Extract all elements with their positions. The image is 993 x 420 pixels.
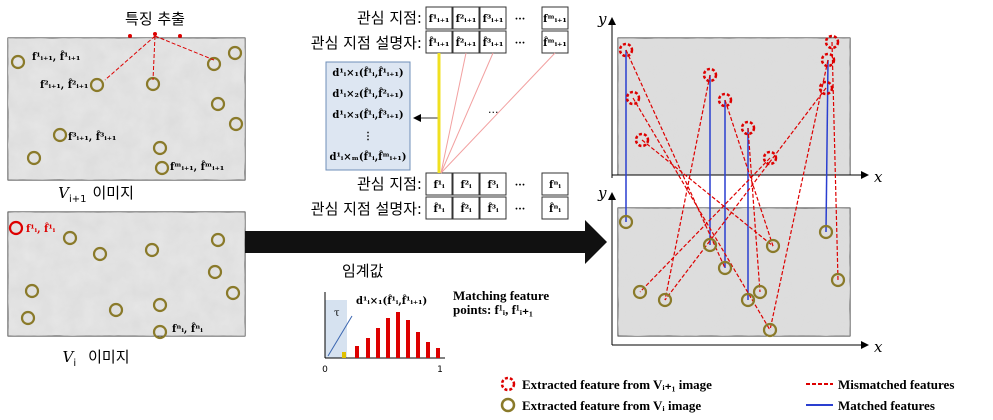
cell-text: f̂³ᵢ₊₁ [483,37,504,49]
hist-bar [376,328,380,358]
hist-bar [406,320,410,358]
hist-bar [366,338,370,358]
axis-label: x [874,338,883,356]
cell-text: f̂²ᵢ [460,203,472,215]
feature-label: fᵐᵢ₊₁, f̂ᵐᵢ₊₁ [170,161,224,173]
hist-tick: 0 [322,365,328,375]
big-arrow [245,220,607,264]
descriptors-label: 관심 지점 설명자: [311,200,422,218]
cell-text: f²ᵢ [460,180,472,191]
hist-bar [386,318,390,358]
hist-tick: 1 [437,365,443,375]
cell-text: ··· [515,204,525,215]
hist-bar [342,352,346,358]
cell-text: fᵐᵢ₊₁ [543,14,567,25]
cell-text: f̂³ᵢ [487,203,499,215]
distance: ⋮ [363,131,373,142]
caption-sub: i [73,358,76,369]
distance: d¹ᵢ×₂(f̂¹ᵢ,f̂²ᵢ₊₁) [332,88,403,100]
axis-label: x [874,168,883,186]
tau: τ [334,308,340,319]
hist-bar [436,348,440,358]
cell-text: f̂ⁿᵢ [549,203,561,215]
extract-dot [178,34,182,38]
image-texture [618,38,850,175]
feature-label: f³ᵢ₊₁, f̂³ᵢ₊₁ [68,131,116,143]
match-line [441,53,555,173]
cell-text: ··· [515,14,525,25]
cell-text: f̂¹ᵢ₊₁ [429,37,450,49]
cell-text: f̂¹ᵢ [433,203,445,215]
match-line [441,53,466,173]
legend-text: Matched features [838,398,935,413]
extract-dot [153,32,157,36]
cell-text: f¹ᵢ₊₁ [429,14,450,25]
cell-text: f³ᵢ [487,180,499,191]
axis-label: y [597,10,607,28]
distance: d¹ᵢ×₁(f̂¹ᵢ,f̂¹ᵢ₊₁) [332,67,403,79]
peak-label: d¹ᵢ×₁(f̂¹ᵢ,f̂¹ᵢ₊₁) [356,295,427,307]
legend-text: Extracted feature from Vᵢ₊₁ image [522,377,712,392]
caption-text: 이미지 [92,184,133,202]
hist-bar [416,332,420,358]
hist-bar [396,312,400,358]
caption-text: 이미지 [88,348,129,366]
feature-label: f²ᵢ₊₁, f̂²ᵢ₊₁ [40,79,88,91]
matching-label: Matching feature [453,288,549,303]
points-label: 관심 지점: [357,175,422,193]
hist-bar [355,346,359,358]
points-label: 관심 지점: [357,9,422,27]
cell-text: ··· [515,38,525,49]
extract-label: 특징 추출 [125,10,185,28]
descriptors-label: 관심 지점 설명자: [311,34,422,52]
feature-label: f¹ᵢ, f̂¹ᵢ [26,223,56,235]
match-line [441,53,493,173]
cell-text: f̂ᵐᵢ₊₁ [543,37,567,49]
caption-sub: i+1 [69,194,87,205]
hist-bar [426,342,430,358]
cell-text: ··· [515,180,525,191]
legend-text: Mismatched features [838,377,954,392]
cell-text: f̂²ᵢ₊₁ [456,37,477,49]
cell-text: f¹ᵢ [433,180,445,191]
distance: d¹ᵢ×ₘ(f̂¹ᵢ,f̂ᵐᵢ₊₁) [329,151,406,163]
cell-text: f²ᵢ₊₁ [456,14,477,25]
legend-text: Extracted feature from Vᵢ image [522,398,701,413]
ellipsis: ··· [488,106,499,119]
extract-dot [128,34,132,38]
axis-label: y [597,184,607,202]
feature-label: fⁿᵢ, f̂ⁿᵢ [172,323,203,335]
diagram: 특징 추출 Vi+1이미지 Vi이미지 f¹ᵢ₊₁, f̂¹ᵢ₊₁ f²ᵢ₊₁,… [0,0,993,420]
feature-label: f¹ᵢ₊₁, f̂¹ᵢ₊₁ [32,51,80,63]
threshold-label: 임계값 [342,262,384,280]
caption: Vi이미지 [62,348,129,369]
cell-text: fⁿᵢ [549,180,561,191]
legend-symbol [502,399,514,411]
image-texture [618,208,850,336]
distance: d¹ᵢ×₃(f̂¹ᵢ,f̂³ᵢ₊₁) [332,109,403,121]
legend-symbol [502,378,514,390]
cell-text: f³ᵢ₊₁ [483,14,504,25]
matching-label: points: f¹ᵢ, f¹ᵢ₊₁ [453,302,533,317]
